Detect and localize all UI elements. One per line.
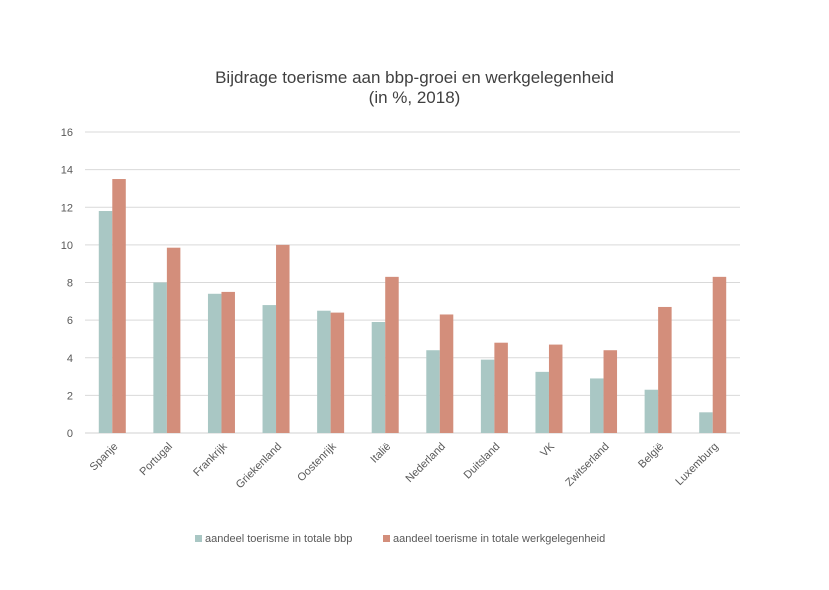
x-category-label: Spanje — [88, 441, 121, 474]
bar-bbp — [262, 305, 277, 433]
bar-werkgelegenheid — [276, 244, 290, 433]
x-category-label: Oostenrijk — [295, 440, 339, 484]
gridlines — [85, 131, 740, 434]
bar-werkgelegenheid — [112, 179, 126, 433]
chart-title: Bijdrage toerisme aan bbp-groei en werkg… — [0, 68, 829, 108]
bar-werkgelegenheid — [712, 276, 727, 433]
bar-bbp — [644, 389, 659, 433]
x-category-label: Griekenland — [234, 441, 284, 491]
bar-werkgelegenheid — [494, 342, 508, 433]
bar-werkgelegenheid — [330, 312, 345, 433]
bar-bbp — [371, 322, 386, 433]
y-tick-label: 2 — [67, 390, 73, 402]
x-category-label: Luxemburg — [673, 441, 720, 488]
bar-bbp — [426, 350, 440, 433]
bar-bbp — [699, 412, 713, 433]
x-category-label: Frankrijk — [191, 440, 230, 479]
bar-werkgelegenheid — [221, 291, 235, 433]
bar-werkgelegenheid — [548, 344, 563, 433]
bar-werkgelegenheid — [603, 350, 618, 433]
bar-werkgelegenheid — [385, 276, 399, 433]
y-tick-label: 16 — [61, 127, 73, 139]
y-tick-label: 8 — [67, 278, 73, 290]
legend-label: aandeel toerisme in totale werkgelegenhe… — [393, 533, 605, 545]
chart-title-line: Bijdrage toerisme aan bbp-groei en werkg… — [215, 68, 614, 87]
x-category-label: Italië — [368, 441, 393, 466]
bar-bbp — [480, 359, 495, 433]
y-tick-label: 12 — [61, 202, 73, 214]
x-axis: Spanje Portugal Frankrijk Griekenland Oosten… — [88, 440, 721, 491]
legend-swatch — [195, 535, 202, 542]
bar-werkgelegenheid — [658, 306, 672, 433]
bars — [98, 179, 727, 433]
x-category-label: VK — [538, 440, 557, 459]
x-category-label: Duitsland — [462, 441, 503, 482]
bar-bbp — [207, 293, 222, 433]
y-tick-label: 0 — [67, 428, 73, 440]
bar-bbp — [153, 282, 167, 433]
x-category-label: Zwitserland — [563, 441, 611, 489]
chart-subtitle: (in %, 2018) — [368, 88, 461, 107]
bar-bbp — [317, 310, 331, 433]
bar-bbp — [590, 378, 604, 433]
legend-swatch — [383, 535, 390, 542]
bar-werkgelegenheid — [166, 247, 181, 433]
y-tick-label: 4 — [67, 353, 73, 365]
y-tick-label: 14 — [61, 165, 73, 177]
y-axis: 0 2 4 6 8 10 12 14 16 — [61, 127, 73, 440]
x-category-label: België — [636, 441, 666, 471]
x-category-label: Portugal — [138, 441, 175, 478]
y-tick-label: 10 — [61, 240, 73, 252]
bar-bbp — [535, 371, 549, 433]
legend-label: aandeel toerisme in totale bbp — [205, 533, 352, 545]
bar-werkgelegenheid — [439, 314, 454, 433]
legend: aandeel toerisme in totale bbp aandeel to… — [195, 533, 605, 545]
y-tick-label: 6 — [67, 315, 73, 327]
bar-bbp — [98, 211, 113, 433]
x-category-label: Nederland — [404, 441, 448, 485]
